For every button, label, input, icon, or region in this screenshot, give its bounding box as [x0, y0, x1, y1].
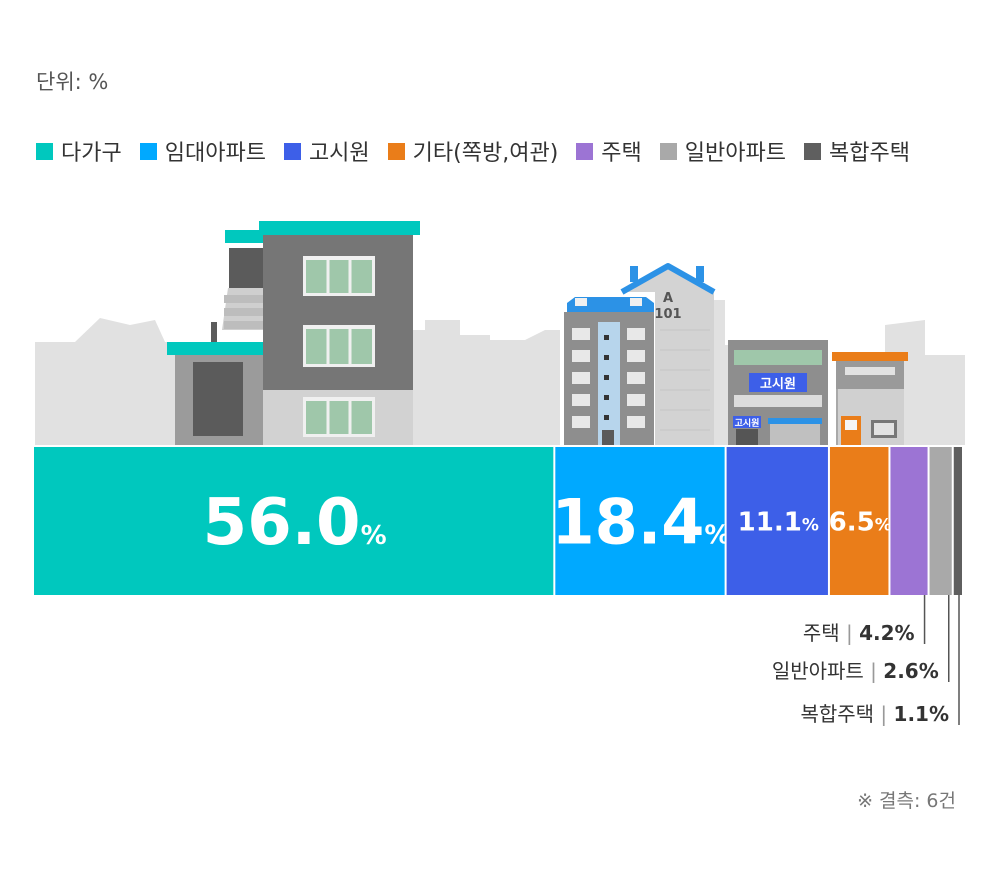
missing-note: ※ 결측: 6건 [857, 790, 956, 812]
bar-segment [829, 447, 889, 595]
legend-label: 일반아파트 [684, 141, 786, 166]
apartment-building-icon: A 101 [564, 263, 716, 445]
external-value-label: 일반아파트 | 2.6% [772, 659, 939, 683]
bar-segment [953, 447, 962, 595]
legend-item: 복합주택 [803, 135, 910, 167]
bar-value-label: 11.1% [738, 507, 819, 537]
bar-value-label: 18.4% [551, 485, 730, 558]
legend: 다가구 임대아파트 고시원 기타(쪽방,여관) 주택 일반아파트 복합주택 [36, 135, 910, 167]
bar-value-label: 56.0% [203, 486, 387, 560]
gosiwon-building-icon: 고시원 고시원 [728, 340, 828, 445]
apartment-number: 101 [654, 307, 681, 322]
legend-label: 고시원 [308, 141, 370, 166]
bar-value-label: 6.5% [829, 507, 892, 537]
small-lodging-building-icon [832, 352, 908, 445]
legend-label: 주택 [601, 141, 642, 166]
external-value-label: 복합주택 | 1.1% [800, 702, 949, 726]
legend-item: 주택 [576, 135, 642, 167]
apartment-letter: A [663, 291, 673, 306]
legend-swatch [659, 142, 677, 160]
legend-swatch [803, 142, 821, 160]
legend-swatch [387, 142, 405, 160]
legend-swatch [576, 142, 594, 160]
legend-swatch [283, 142, 301, 160]
external-value-label: 주택 | 4.2% [803, 621, 915, 645]
gosiwon-sign: 고시원 [760, 377, 796, 392]
bar-segment [929, 447, 952, 595]
bar-segment [34, 447, 554, 595]
legend-swatch [139, 142, 157, 160]
legend-label: 기타(쪽방,여관) [412, 141, 559, 166]
legend-item: 다가구 [36, 135, 122, 167]
legend-item: 일반아파트 [659, 135, 786, 167]
building-illustration: A 101 고시원 고시원 [35, 221, 965, 445]
skyline-background [35, 300, 965, 445]
legend-label: 다가구 [61, 141, 122, 166]
legend-label: 복합주택 [828, 141, 910, 166]
legend-item: 고시원 [283, 135, 370, 167]
bar-segment [890, 447, 928, 595]
legend-item: 기타(쪽방,여관) [387, 135, 559, 167]
bar-segment [555, 447, 725, 595]
gosiwon-small-sign: 고시원 [735, 417, 760, 429]
legend-swatch [36, 142, 53, 160]
multi-family-house-icon [167, 221, 420, 445]
legend-label: 임대아파트 [164, 141, 266, 166]
bar-segment [726, 447, 828, 595]
unit-label: 단위: % [36, 70, 109, 94]
legend-item: 임대아파트 [139, 135, 266, 167]
